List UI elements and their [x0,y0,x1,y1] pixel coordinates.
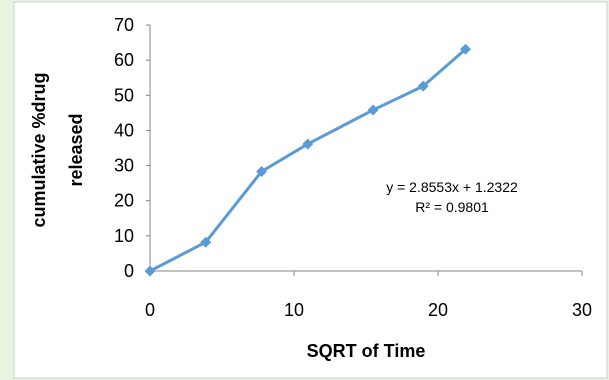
x-tick-labels: 0 10 20 30 [145,271,592,320]
data-point-marker [302,138,314,150]
y-tick-label: 10 [114,226,134,246]
x-tick-label: 10 [284,300,304,320]
data-point-marker [367,104,379,116]
series-markers [144,43,471,277]
data-point-marker [417,80,429,92]
x-tick-label: 20 [428,300,448,320]
r-squared-label: R² = 0.9801 [415,199,489,215]
y-axis-title-line-1: cumulative %drug [29,72,49,227]
chart-area [13,1,608,379]
y-axis-title-line-2: released [66,113,86,186]
y-tick-labels: 0 10 20 30 40 50 60 70 [114,15,150,281]
data-point-marker [256,166,268,177]
y-tick-label: 30 [114,156,134,176]
trendline-equation: y = 2.8553x + 1.2322 [386,179,518,195]
data-point-marker [460,43,471,55]
x-tick-label: 30 [572,300,592,320]
y-tick-label: 40 [114,120,134,140]
y-tick-label: 70 [114,15,134,35]
x-tick-label: 0 [145,300,155,320]
y-tick-label: 20 [114,191,134,211]
y-tick-label: 0 [124,261,134,281]
x-axis-title: SQRT of Time [307,341,426,361]
y-tick-label: 50 [114,85,134,105]
data-point-marker [200,236,212,248]
y-tick-label: 60 [114,50,134,70]
data-point-marker [144,265,156,277]
